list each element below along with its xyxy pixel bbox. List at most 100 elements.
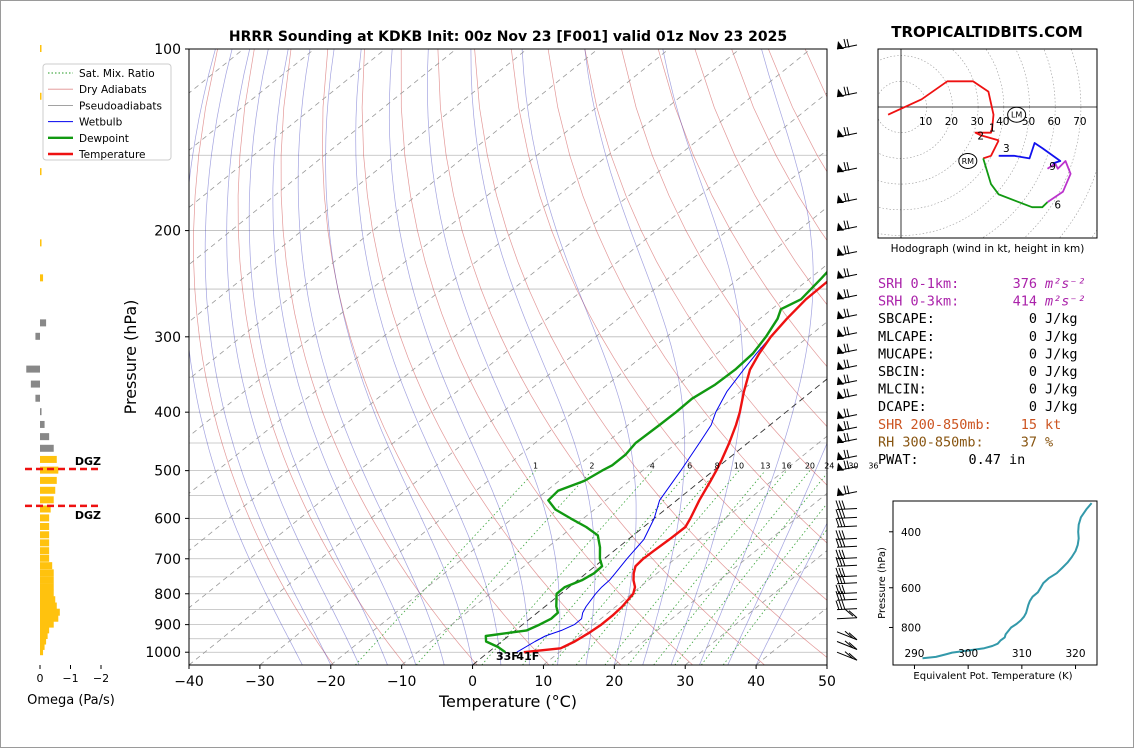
barb-pennant [837,89,844,97]
wind-barb [837,344,857,354]
surface-dewpoint-label: 33F [496,650,519,663]
temperature-line [524,49,1134,652]
omega-bar [40,487,55,494]
wind-barb [837,609,857,619]
dry-adiabat [805,49,1134,665]
omega-bar [35,395,40,402]
barb-shaft [837,558,857,559]
y-tick-label: 600 [154,511,181,527]
y-tick-label: 300 [154,330,181,346]
wind-barb [837,641,857,650]
barb-pennant [837,41,844,49]
index-label: DCAPE: [878,399,927,415]
barb-feather [847,421,849,430]
index-value: 414 [1013,294,1037,310]
mixing-ratio-label: 13 [760,462,770,471]
omega-bar [40,569,54,576]
index-value: 15 [1021,417,1037,433]
wind-barb [837,246,857,256]
x-tick-label: −40 [174,674,204,690]
omega-bar [40,523,49,530]
barb-feather [839,601,842,610]
index-unit: J/kg [1045,364,1078,380]
wind-barb [837,289,857,299]
barb-shaft [837,526,857,527]
barb-feather [842,501,845,510]
index-label: SRH 0-3km: [878,294,959,310]
barb-feather [847,450,849,459]
x-tick-label: 0 [468,674,477,690]
index-label: SHR 200-850mb: [878,417,992,433]
y-tick-label: 100 [154,42,181,58]
barb-feather [847,268,849,277]
index-label: SRH 0-1km: [878,276,959,292]
omega-bar [40,576,54,583]
pseudoadiabat [205,49,331,665]
mixing-ratio-label: 36 [868,462,878,471]
chart-title: HRRR Sounding at KDKB Init: 00z Nov 23 [… [229,29,787,45]
barb-feather [844,309,846,318]
barb-pennant [837,488,844,496]
legend-entry: Pseudoadiabats [79,100,162,112]
barb-feather [844,327,846,336]
x-tick-label: −30 [245,674,275,690]
index-value: 0 [1029,382,1037,398]
surface-temperature-label: 41F [516,650,539,663]
mixing-ratio-label: 1 [533,462,538,471]
theta-e-x-tick-label: 300 [958,648,978,660]
hodograph-ring-label: 30 [970,116,983,128]
omega-bar [40,615,58,622]
dewpoint-line [486,49,1111,652]
mixing-ratio-label: 10 [734,462,744,471]
barb-feather [847,327,849,336]
omega-bar [35,333,40,340]
wind-barb [837,162,857,172]
omega-bar [26,366,40,373]
index-value: 0.47 [968,452,1001,468]
omega-bar [40,456,57,463]
theta-e-y-tick-label: 800 [901,622,921,634]
barb-feather [844,344,846,353]
barb-feather [847,486,849,495]
theta-e-y-label: Pressure (hPa) [877,547,888,619]
barb-feather [839,518,842,527]
index-label: MLCAPE: [878,329,935,345]
theta-e-frame [893,501,1097,665]
pseudoadiabat [298,49,444,665]
wind-barb [837,631,857,640]
pseudoadiabat [227,49,359,665]
barb-feather [844,87,846,96]
omega-bar [40,421,45,428]
brand-watermark: TROPICALTIDBITS.COM [891,23,1083,41]
barb-pennant [837,463,844,471]
barb-shaft [837,609,857,610]
omega-bar [40,555,49,562]
index-unit: % [1045,434,1053,450]
barb-pennant [837,423,844,431]
barb-feather [847,87,849,96]
mixing-ratio-label: 24 [824,462,834,471]
wind-barb [837,421,857,431]
x-tick-label: −20 [316,674,346,690]
dry-adiabat [281,49,477,665]
mixing-ratio-label: 16 [782,462,792,471]
wind-barb [837,268,857,278]
barb-shaft [837,599,857,600]
barb-feather [847,162,849,171]
dry-adiabat [475,49,837,665]
barb-feather [842,530,845,539]
barb-feather [836,518,839,527]
omega-bar [40,45,42,52]
barb-pennant [837,311,844,319]
wind-barb [837,450,857,460]
wind-barb [837,375,857,385]
mixing-ratio-label: 20 [805,462,815,471]
barb-pennant [837,411,844,419]
dry-adiabat [322,49,549,665]
barb-shaft [837,583,857,584]
